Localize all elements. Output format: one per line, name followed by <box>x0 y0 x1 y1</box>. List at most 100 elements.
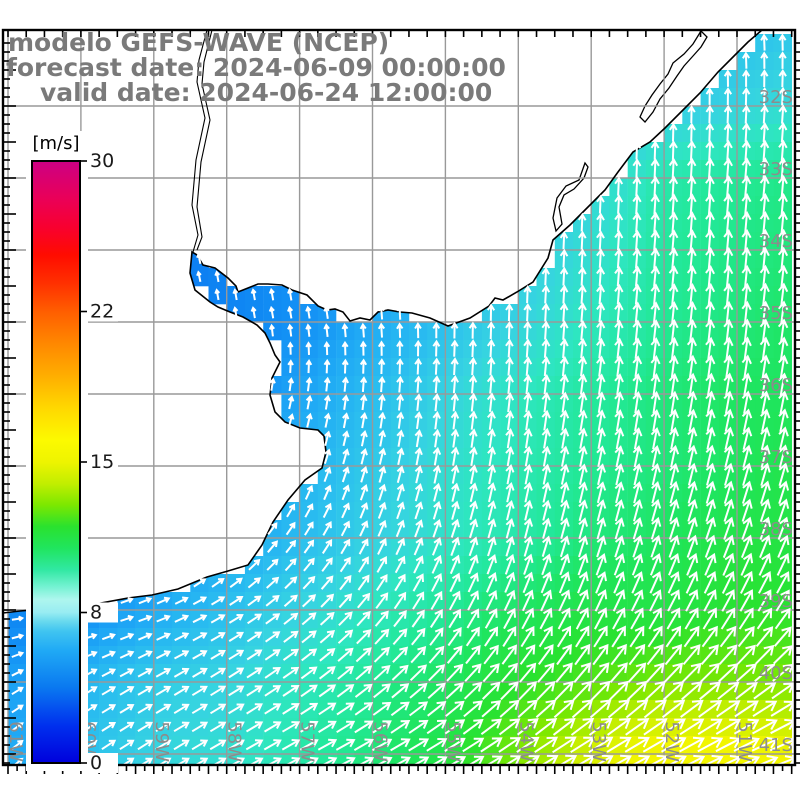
wind-arrow <box>759 336 771 360</box>
wind-arrow <box>409 682 428 699</box>
wind-arrow <box>705 140 715 161</box>
wind-arrow <box>650 265 661 287</box>
wind-arrow <box>650 229 661 251</box>
wind-arrow <box>668 301 679 324</box>
wind-arrow <box>11 633 25 640</box>
wind-arrow <box>303 557 315 572</box>
wind-arrow <box>432 500 442 520</box>
wind-arrow <box>486 321 496 340</box>
wind-arrow <box>651 498 662 522</box>
wind-arrow <box>396 483 405 502</box>
wind-arrow <box>626 680 648 701</box>
wind-arrow <box>378 411 386 429</box>
wind-arrow <box>414 339 422 357</box>
wind-arrow <box>723 246 734 270</box>
wind-arrow <box>341 358 349 374</box>
wind-arrow <box>777 228 788 252</box>
wind-arrow <box>574 643 591 666</box>
wind-arrow <box>432 339 441 357</box>
wind-arrow <box>432 518 442 538</box>
wind-arrow <box>302 756 319 765</box>
lon-label: 52W <box>661 721 682 762</box>
wind-arrow <box>157 757 172 765</box>
wind-arrow <box>450 446 460 466</box>
wind-arrow <box>668 229 679 251</box>
wind-arrow <box>468 410 478 430</box>
wind-arrow <box>570 717 595 736</box>
wind-arrow <box>741 408 753 432</box>
wind-arrow <box>373 646 390 663</box>
wind-arrow <box>119 686 135 696</box>
wind-arrow <box>541 338 551 358</box>
wind-arrow <box>359 376 368 392</box>
wind-arrow <box>759 246 770 270</box>
wind-arrow <box>498 737 522 753</box>
wind-arrow <box>486 374 496 394</box>
wind-arrow <box>360 394 368 411</box>
title-block: modelo GEFS-WAVE (NCEP) forecast date: 2… <box>6 28 506 107</box>
valid-date-line: valid date: 2024-06-24 12:00:00 <box>40 78 492 107</box>
wind-arrow <box>705 193 715 215</box>
wind-arrow <box>759 354 771 378</box>
wind-arrow <box>541 481 552 503</box>
wind-arrow <box>686 283 697 306</box>
wind-arrow <box>467 572 479 593</box>
wind-arrow <box>523 445 533 467</box>
wind-arrow <box>760 51 769 69</box>
wind-arrow <box>341 466 350 483</box>
speed-cell <box>664 754 683 765</box>
wind-arrow <box>668 283 679 306</box>
wind-arrow <box>759 300 770 324</box>
wind-arrow <box>686 265 697 288</box>
wind-arrow <box>487 410 496 430</box>
wind-arrow <box>264 649 281 661</box>
wind-arrow <box>559 535 570 558</box>
wind-arrow <box>596 535 607 558</box>
wind-arrow <box>741 175 752 198</box>
wind-arrow <box>705 426 716 450</box>
speed-cell <box>208 754 227 765</box>
wind-arrow <box>632 247 642 269</box>
wind-arrow <box>426 738 448 752</box>
wind-arrow <box>137 685 153 696</box>
wind-arrow <box>375 574 388 591</box>
wind-arrow <box>463 700 483 718</box>
wind-arrow <box>723 516 735 540</box>
speed-cell <box>573 754 592 765</box>
wind-arrow <box>499 699 520 718</box>
wind-arrow <box>757 589 772 612</box>
wind-arrow <box>668 122 678 142</box>
wind-arrow <box>378 429 387 447</box>
wind-arrow <box>596 517 607 540</box>
wind-arrow <box>723 354 734 378</box>
wind-arrow <box>650 390 661 414</box>
wind-arrow <box>778 139 788 161</box>
wind-arrow <box>760 122 770 143</box>
latlon-grid-layer <box>3 30 795 765</box>
wind-arrow <box>632 373 643 396</box>
wind-arrow <box>559 427 570 449</box>
wind-arrow <box>578 463 588 485</box>
wind-arrow <box>686 175 697 197</box>
wind-arrow <box>628 643 646 666</box>
wind-arrow <box>523 302 532 322</box>
wind-arrow <box>686 552 699 576</box>
wind-arrow <box>432 393 441 412</box>
wind-arrow <box>700 662 721 683</box>
wind-arrow <box>323 484 332 501</box>
wind-arrow <box>705 157 715 179</box>
wind-arrow <box>469 500 479 521</box>
wind-arrow <box>757 755 779 765</box>
wind-arrow <box>250 306 257 319</box>
wind-arrow <box>776 552 790 576</box>
wind-arrow <box>466 608 480 629</box>
wind-arrow <box>723 300 734 324</box>
wind-arrow <box>541 356 551 377</box>
wind-arrow <box>250 288 257 301</box>
wind-arrow <box>337 629 354 644</box>
wind-arrow <box>596 248 605 268</box>
wind-arrow <box>396 429 405 447</box>
wind-arrow <box>681 662 702 683</box>
wind-arrow <box>610 643 627 666</box>
wind-arrow <box>426 719 447 735</box>
